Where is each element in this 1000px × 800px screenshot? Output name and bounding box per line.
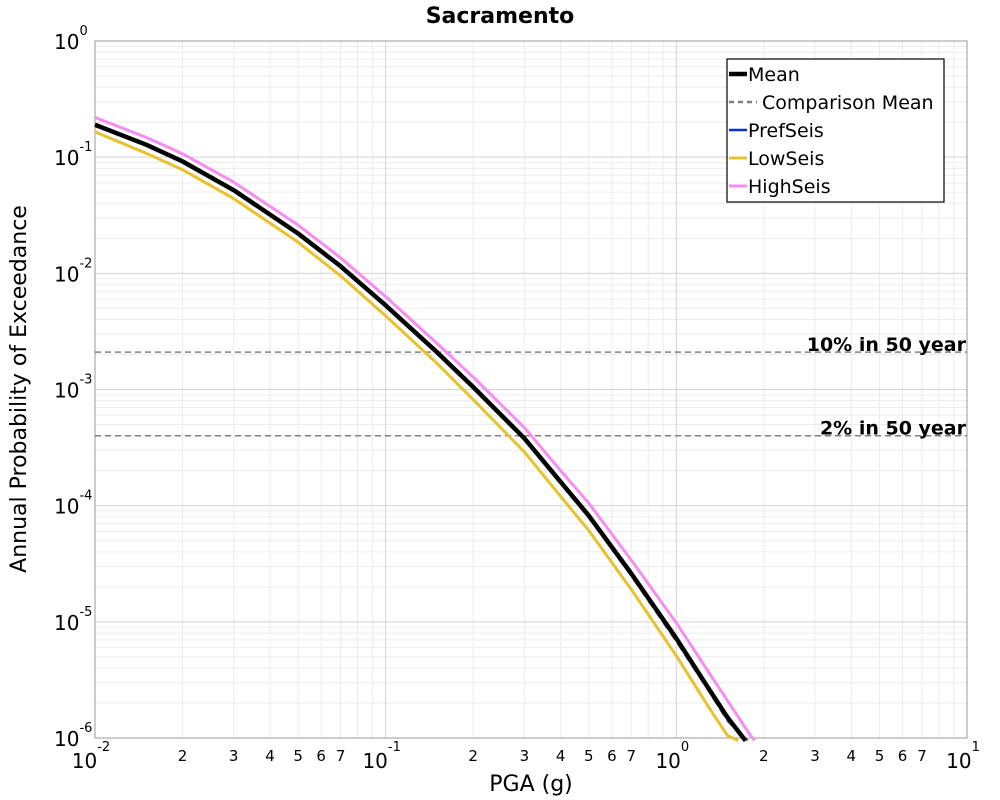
legend-label: Mean	[748, 64, 800, 86]
legend-box	[726, 58, 945, 203]
x-minor-tick-label: 2	[178, 747, 188, 765]
series-line-mean	[94, 122, 748, 742]
x-minor-tick-label: 3	[229, 747, 239, 765]
legend-label: HighSeis	[748, 176, 831, 198]
x-minor-tick-label: 4	[556, 747, 566, 765]
x-minor-tick-label: 3	[810, 747, 820, 765]
x-axis-title: PGA (g)	[489, 772, 573, 797]
x-minor-tick-label: 7	[917, 747, 927, 765]
series-line-lowseis	[94, 130, 739, 742]
y-tick-label: 10-4	[54, 489, 92, 519]
y-axis-title: Annual Probability of Exceedance	[7, 205, 32, 573]
y-tick-label: 100	[54, 24, 88, 54]
y-tick-label: 10-5	[54, 605, 92, 635]
legend-label: Comparison Mean	[762, 92, 934, 114]
series-line-highseis	[94, 115, 756, 742]
legend-label: PrefSeis	[748, 120, 824, 142]
x-minor-tick-label: 2	[468, 747, 478, 765]
series-lines	[94, 115, 756, 742]
y-tick-label: 10-2	[54, 256, 92, 286]
reference-line-label: 2% in 50 year	[820, 418, 967, 440]
x-minor-tick-label: 7	[627, 747, 637, 765]
reference-lines: 10% in 50 year 2% in 50 year	[95, 334, 967, 440]
x-minor-tick-label: 4	[847, 747, 857, 765]
legend-label: LowSeis	[748, 148, 824, 170]
legend: Mean Comparison Mean PrefSeis LowSeis HighSe…	[726, 58, 945, 203]
x-minor-tick-label: 6	[316, 747, 326, 765]
y-tick-label: 10-3	[54, 373, 92, 403]
y-tick-label: 10-1	[54, 140, 92, 170]
x-minor-tick-label: 3	[520, 747, 530, 765]
series-line-comparison-mean	[94, 123, 749, 742]
x-minor-tick-label: 5	[875, 747, 885, 765]
x-minor-tick-label: 5	[293, 747, 303, 765]
reference-line-label: 10% in 50 year	[807, 334, 967, 356]
plot-frame	[94, 40, 968, 739]
y-tick-labels: 100 10-1 10-2 10-3 10-4 10-5 10-6	[54, 24, 92, 751]
x-minor-tick-label: 5	[584, 747, 594, 765]
x-tick-label: 10-1	[362, 740, 400, 773]
x-minor-tick-label: 4	[265, 747, 275, 765]
x-minor-tick-label: 7	[336, 747, 346, 765]
y-tick-label: 10-6	[54, 721, 92, 751]
x-tick-label: 10-2	[72, 740, 110, 773]
x-tick-label: 100	[655, 740, 689, 773]
x-minor-tick-label: 6	[607, 747, 617, 765]
x-minor-tick-label: 2	[759, 747, 769, 765]
chart-title: Sacramento	[426, 4, 575, 29]
x-minor-tick-label: 6	[898, 747, 908, 765]
x-tick-label: 101	[946, 740, 980, 773]
